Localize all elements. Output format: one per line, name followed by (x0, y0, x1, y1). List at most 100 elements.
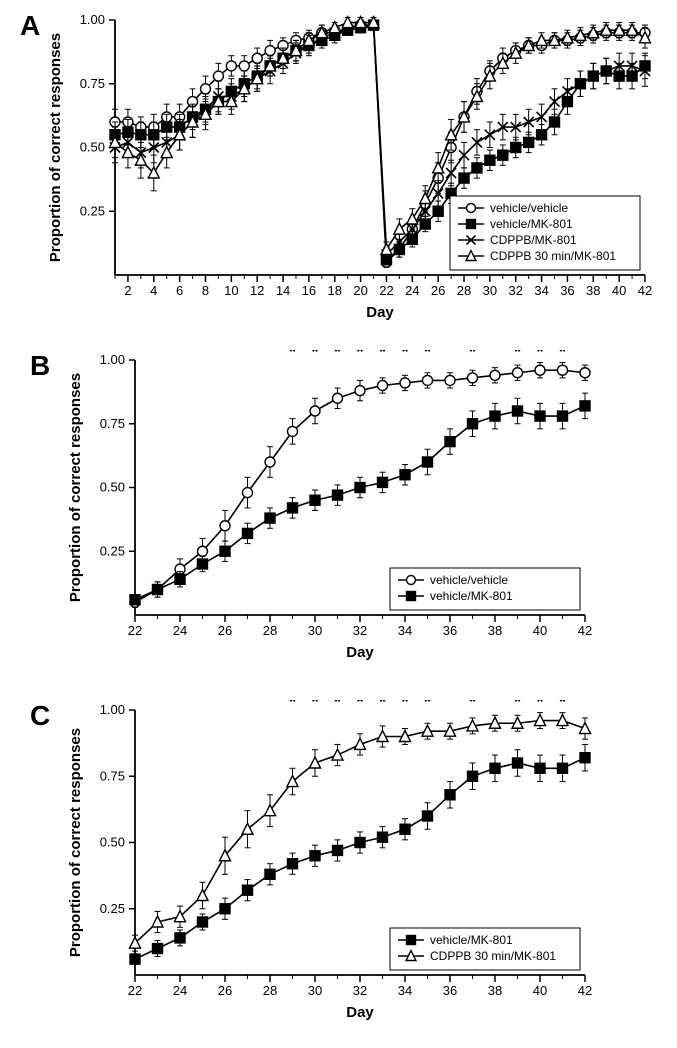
figure-page: { "global": { "background_color": "#ffff… (0, 0, 677, 1048)
svg-text:vehicle/MK-801: vehicle/MK-801 (490, 217, 573, 231)
svg-text:Day: Day (346, 644, 374, 661)
svg-text:34: 34 (398, 623, 412, 638)
svg-text:4: 4 (150, 283, 157, 298)
svg-text:8: 8 (202, 283, 209, 298)
svg-text:0.50: 0.50 (100, 480, 125, 495)
panel-a: A 0.250.500.751.002468101214161820222426… (20, 10, 660, 330)
panel-b: B 0.250.500.751.002224262830323436384042… (40, 350, 600, 670)
svg-text:*: * (514, 350, 521, 362)
panel-c-label: C (30, 700, 50, 732)
svg-text:22: 22 (128, 983, 142, 998)
svg-text:36: 36 (560, 283, 574, 298)
svg-text:Day: Day (346, 1004, 374, 1021)
svg-text:30: 30 (483, 283, 497, 298)
svg-text:18: 18 (328, 283, 342, 298)
svg-text:30: 30 (308, 623, 322, 638)
svg-text:Day: Day (366, 304, 394, 321)
svg-text:28: 28 (263, 623, 277, 638)
svg-text:20: 20 (353, 283, 367, 298)
svg-text:0.75: 0.75 (100, 416, 125, 431)
svg-text:16: 16 (302, 283, 316, 298)
svg-text:vehicle/MK-801: vehicle/MK-801 (430, 933, 513, 947)
svg-text:*: * (379, 350, 386, 362)
svg-text:1.00: 1.00 (100, 702, 125, 717)
svg-text:14: 14 (276, 283, 290, 298)
svg-text:Proportion of correct response: Proportion of correct responses (47, 33, 64, 262)
svg-text:12: 12 (250, 283, 264, 298)
svg-text:*: * (559, 700, 566, 712)
svg-text:40: 40 (533, 623, 547, 638)
svg-text:*: * (469, 350, 476, 362)
svg-text:0.25: 0.25 (100, 901, 125, 916)
svg-text:*: * (401, 350, 408, 362)
svg-text:38: 38 (586, 283, 600, 298)
svg-text:1.00: 1.00 (100, 352, 125, 367)
svg-text:36: 36 (443, 623, 457, 638)
svg-text:32: 32 (353, 983, 367, 998)
svg-text:0.75: 0.75 (80, 76, 105, 91)
svg-text:40: 40 (533, 983, 547, 998)
svg-text:vehicle/vehicle: vehicle/vehicle (430, 573, 508, 587)
svg-text:40: 40 (612, 283, 626, 298)
svg-text:*: * (311, 350, 318, 362)
panel-a-label: A (20, 10, 40, 42)
svg-text:42: 42 (578, 983, 592, 998)
svg-text:26: 26 (218, 623, 232, 638)
svg-text:28: 28 (457, 283, 471, 298)
svg-text:32: 32 (508, 283, 522, 298)
svg-text:0.50: 0.50 (80, 140, 105, 155)
svg-text:*: * (311, 700, 318, 712)
panel-c: C 0.250.500.751.002224262830323436384042… (40, 700, 600, 1030)
svg-text:36: 36 (443, 983, 457, 998)
svg-text:*: * (469, 700, 476, 712)
svg-text:26: 26 (431, 283, 445, 298)
svg-text:34: 34 (534, 283, 548, 298)
svg-text:24: 24 (405, 283, 419, 298)
svg-text:*: * (334, 700, 341, 712)
svg-text:42: 42 (638, 283, 652, 298)
svg-text:*: * (559, 350, 566, 362)
svg-text:22: 22 (128, 623, 142, 638)
svg-text:vehicle/MK-801: vehicle/MK-801 (430, 589, 513, 603)
svg-text:34: 34 (398, 983, 412, 998)
svg-text:*: * (379, 700, 386, 712)
svg-text:*: * (289, 350, 296, 362)
svg-text:CDPPB 30 min/MK-801: CDPPB 30 min/MK-801 (490, 249, 616, 263)
svg-text:*: * (514, 700, 521, 712)
svg-text:30: 30 (308, 983, 322, 998)
svg-text:*: * (356, 700, 363, 712)
svg-text:*: * (401, 700, 408, 712)
svg-text:*: * (424, 700, 431, 712)
svg-text:42: 42 (578, 623, 592, 638)
svg-text:24: 24 (173, 983, 187, 998)
panel-a-svg: 0.250.500.751.00246810121416182022242628… (20, 10, 660, 330)
panel-b-label: B (30, 350, 50, 382)
svg-text:*: * (536, 700, 543, 712)
svg-text:*: * (334, 350, 341, 362)
svg-text:Proportion of correct response: Proportion of correct responses (67, 728, 84, 957)
panel-c-svg: 0.25 0.50 0.75 1.00 22 24 26 28 30 32 34 36 38 40 42 Da… (40, 700, 600, 1030)
svg-text:6: 6 (176, 283, 183, 298)
svg-text:0.75: 0.75 (100, 768, 125, 783)
svg-text:Proportion of correct response: Proportion of correct responses (67, 373, 84, 602)
svg-text:38: 38 (488, 983, 502, 998)
svg-text:CDPPB 30 min/MK-801: CDPPB 30 min/MK-801 (430, 949, 556, 963)
svg-text:32: 32 (353, 623, 367, 638)
panel-b-svg: 0.25 0.50 0.75 1.00 22 24 26 28 30 32 34 36 38 40 42 Da… (40, 350, 600, 670)
svg-text:22: 22 (379, 283, 393, 298)
svg-text:*: * (289, 700, 296, 712)
svg-text:0.50: 0.50 (100, 835, 125, 850)
svg-text:*: * (424, 350, 431, 362)
svg-text:26: 26 (218, 983, 232, 998)
svg-text:28: 28 (263, 983, 277, 998)
svg-text:2: 2 (124, 283, 131, 298)
svg-text:24: 24 (173, 623, 187, 638)
svg-text:CDPPB/MK-801: CDPPB/MK-801 (490, 233, 577, 247)
svg-text:10: 10 (224, 283, 238, 298)
svg-text:0.25: 0.25 (80, 203, 105, 218)
svg-text:0.25: 0.25 (100, 543, 125, 558)
svg-text:*: * (356, 350, 363, 362)
svg-text:38: 38 (488, 623, 502, 638)
svg-text:1.00: 1.00 (80, 12, 105, 27)
svg-text:vehicle/vehicle: vehicle/vehicle (490, 201, 568, 215)
